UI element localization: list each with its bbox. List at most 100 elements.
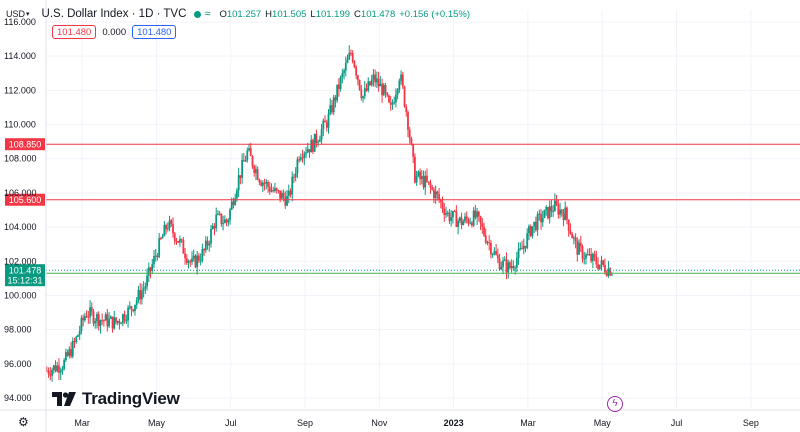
- candle: [515, 251, 518, 272]
- candle-body: [410, 138, 413, 145]
- candle-body: [146, 275, 148, 287]
- tradingview-logo[interactable]: TradingView: [52, 389, 180, 409]
- candle-body: [173, 233, 176, 241]
- candle: [263, 178, 266, 191]
- candle-body: [427, 181, 430, 183]
- candle-body: [284, 197, 287, 206]
- price-level-badge: [5, 138, 45, 151]
- candle: [443, 203, 446, 222]
- buy-price-button[interactable]: 101.480: [132, 25, 177, 39]
- candle-body: [78, 330, 81, 336]
- candle-body: [182, 239, 185, 254]
- candle: [481, 217, 484, 234]
- gear-icon[interactable]: ⚙: [18, 415, 29, 429]
- candle: [128, 301, 131, 310]
- candle: [452, 210, 454, 224]
- logo-text: TradingView: [82, 389, 180, 408]
- ohlc-close: C101.478: [354, 8, 396, 20]
- candle-body: [365, 88, 368, 91]
- candle: [268, 182, 271, 195]
- candle-body: [116, 321, 119, 323]
- candle: [372, 69, 375, 87]
- candle: [379, 76, 382, 87]
- price-boxes: 101.480 0.000 101.480: [52, 25, 177, 39]
- candle-body: [488, 242, 491, 244]
- candle-body: [246, 150, 249, 161]
- candle: [97, 311, 100, 331]
- y-tick-label: 102.000: [4, 256, 37, 266]
- candle: [403, 85, 406, 108]
- candle: [471, 220, 473, 228]
- candle: [401, 71, 404, 89]
- candle: [54, 360, 57, 373]
- candle: [365, 83, 368, 92]
- candle-body: [394, 94, 397, 103]
- y-tick-label: 112.000: [4, 85, 36, 95]
- candle-body: [83, 316, 86, 321]
- candle: [146, 268, 148, 291]
- candle-body: [605, 272, 608, 276]
- candle: [201, 243, 204, 263]
- candle: [61, 365, 64, 376]
- candle: [597, 257, 599, 271]
- candle-body: [230, 201, 233, 210]
- candle-body: [602, 260, 605, 266]
- candle-body: [436, 191, 439, 195]
- status-indicators[interactable]: ≈: [194, 8, 210, 20]
- candle: [286, 190, 288, 207]
- candle: [203, 248, 205, 256]
- candle-body: [312, 140, 314, 152]
- candle: [258, 178, 261, 185]
- candle-body: [135, 299, 138, 305]
- candle: [369, 80, 371, 87]
- candles-layer: [45, 45, 613, 382]
- candle-body: [260, 182, 263, 186]
- currency-selector[interactable]: USD ▾: [6, 9, 30, 19]
- candle: [303, 151, 306, 166]
- price-level-label: 105.600: [5, 193, 45, 206]
- candle-body: [588, 254, 591, 256]
- candle-body: [441, 201, 444, 209]
- candle-body: [249, 148, 252, 157]
- candle-body: [388, 95, 390, 103]
- candle: [531, 226, 534, 239]
- candle-body: [571, 233, 574, 239]
- symbol-title[interactable]: U.S. Dollar Index · 1D · TVC: [41, 8, 187, 20]
- candle-body: [337, 84, 340, 90]
- candle-body: [465, 216, 468, 220]
- candle-body: [154, 255, 157, 257]
- candle-body: [149, 267, 152, 271]
- candle-body: [175, 240, 178, 242]
- candle: [434, 185, 437, 204]
- candle-body: [477, 211, 480, 217]
- candle: [348, 45, 351, 61]
- candle-body: [63, 360, 66, 370]
- sell-price-button[interactable]: 101.480: [52, 25, 97, 39]
- candle-body: [179, 239, 181, 243]
- candle: [493, 247, 496, 256]
- candle-body: [536, 214, 539, 231]
- candle: [362, 95, 364, 103]
- candle: [85, 310, 88, 318]
- candle-body: [472, 210, 475, 226]
- candle: [408, 126, 411, 144]
- candle: [464, 212, 466, 224]
- candle: [610, 272, 613, 276]
- candle: [289, 188, 292, 198]
- candle-body: [503, 259, 506, 261]
- candle-body: [593, 253, 596, 258]
- candle: [127, 305, 129, 328]
- candle-body: [47, 370, 50, 374]
- y-tick-label: 110.000: [4, 120, 36, 130]
- candle-body: [431, 187, 434, 190]
- candle: [82, 314, 85, 327]
- lightning-icon[interactable]: ϟ: [607, 396, 623, 412]
- candle-body: [339, 77, 342, 90]
- candle: [261, 180, 264, 193]
- candle-body: [258, 179, 261, 183]
- candle-body: [85, 316, 88, 318]
- candle: [526, 228, 529, 250]
- candle: [280, 190, 283, 199]
